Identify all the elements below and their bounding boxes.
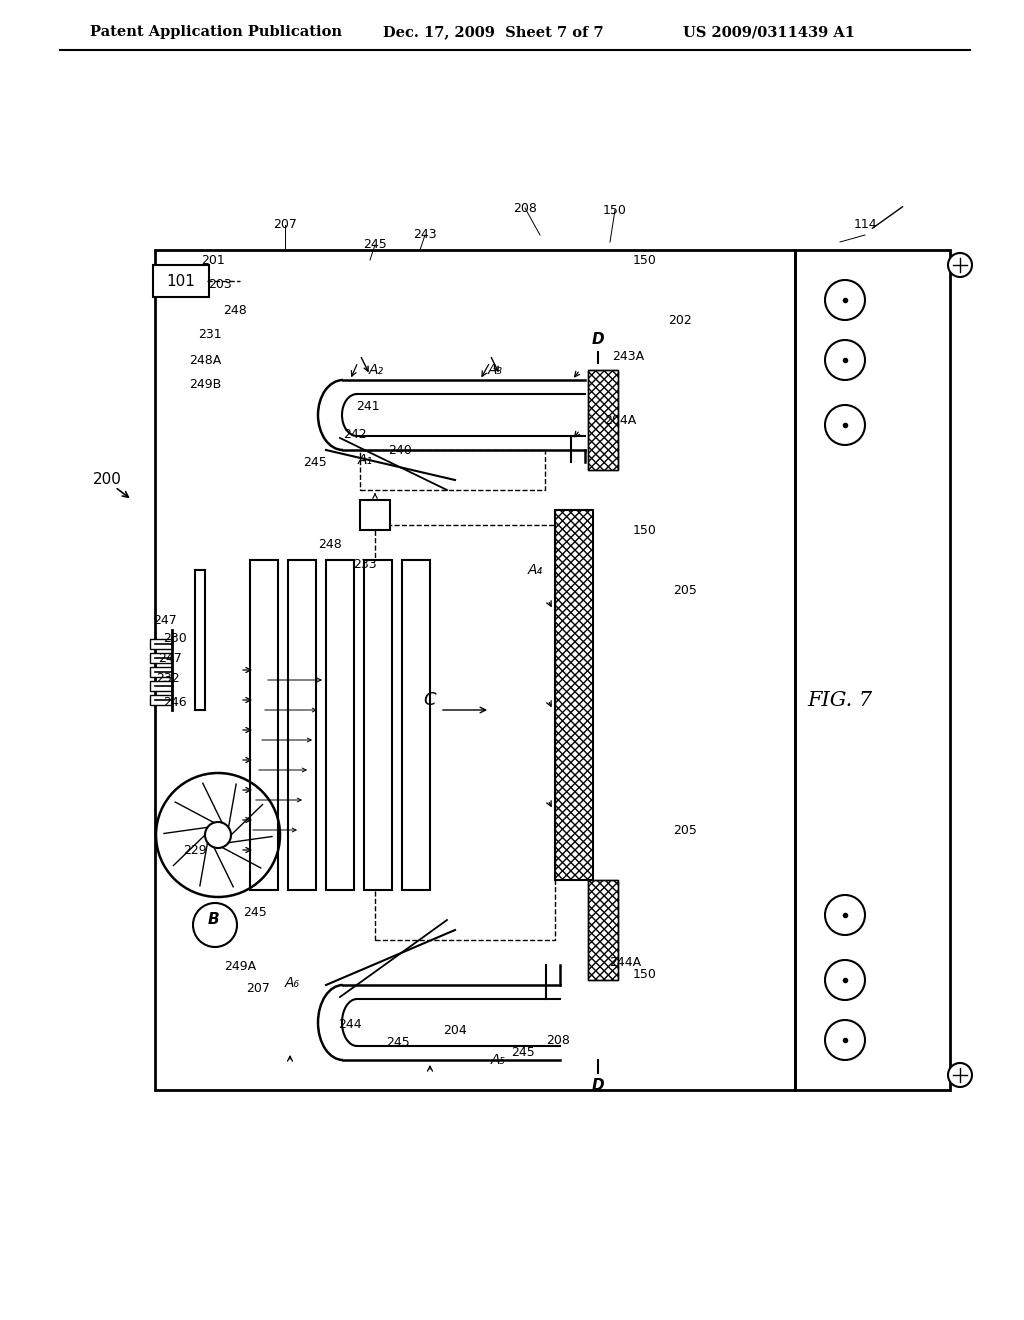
Text: 246: 246 xyxy=(163,696,186,709)
Bar xyxy=(150,639,172,649)
Text: 248: 248 xyxy=(223,304,247,317)
Text: 244A: 244A xyxy=(609,956,641,969)
Bar xyxy=(150,653,172,663)
Bar xyxy=(360,500,390,531)
Text: US 2009/0311439 A1: US 2009/0311439 A1 xyxy=(683,25,855,40)
Text: 202: 202 xyxy=(668,314,692,326)
Text: 208: 208 xyxy=(546,1034,570,1047)
Bar xyxy=(150,681,172,690)
Bar xyxy=(250,560,278,890)
Text: 204A: 204A xyxy=(604,413,636,426)
Text: 248: 248 xyxy=(318,539,342,552)
Bar xyxy=(555,510,593,880)
Text: A₁: A₁ xyxy=(357,453,373,467)
Bar xyxy=(326,560,354,890)
Text: 249B: 249B xyxy=(188,379,221,392)
Bar xyxy=(288,560,316,890)
Bar xyxy=(588,370,618,470)
Bar xyxy=(588,880,618,979)
Text: D: D xyxy=(592,333,604,347)
Text: 229: 229 xyxy=(183,843,207,857)
Text: 242: 242 xyxy=(343,429,367,441)
Text: 230: 230 xyxy=(163,631,186,644)
Text: 205: 205 xyxy=(673,824,697,837)
Text: 205: 205 xyxy=(673,583,697,597)
Text: 114: 114 xyxy=(853,219,877,231)
Text: 245: 245 xyxy=(511,1045,535,1059)
Text: 245: 245 xyxy=(364,239,387,252)
Text: 207: 207 xyxy=(273,219,297,231)
Text: 150: 150 xyxy=(633,969,657,982)
Text: D: D xyxy=(592,1077,604,1093)
Bar xyxy=(155,249,795,1090)
Bar xyxy=(375,525,555,940)
FancyBboxPatch shape xyxy=(153,265,209,297)
Text: 245: 245 xyxy=(386,1035,410,1048)
Text: 150: 150 xyxy=(633,524,657,536)
Text: A₅: A₅ xyxy=(490,1053,506,1067)
Text: 101: 101 xyxy=(167,273,196,289)
Text: Dec. 17, 2009  Sheet 7 of 7: Dec. 17, 2009 Sheet 7 of 7 xyxy=(383,25,603,40)
Bar xyxy=(795,249,950,1090)
Text: 247: 247 xyxy=(158,652,182,664)
Text: A₃: A₃ xyxy=(487,363,503,378)
Text: 243: 243 xyxy=(414,228,437,242)
Text: 150: 150 xyxy=(603,203,627,216)
Bar xyxy=(150,667,172,677)
Text: 203: 203 xyxy=(208,279,231,292)
Text: 201: 201 xyxy=(201,253,225,267)
Text: A₆: A₆ xyxy=(285,975,300,990)
Circle shape xyxy=(948,1063,972,1086)
Text: 245: 245 xyxy=(243,906,267,919)
Bar xyxy=(150,696,172,705)
Text: 245: 245 xyxy=(303,455,327,469)
Text: 249A: 249A xyxy=(224,961,256,974)
Text: 207: 207 xyxy=(246,982,270,994)
Bar xyxy=(555,510,593,880)
Text: 231: 231 xyxy=(199,329,222,342)
Text: C: C xyxy=(424,690,436,709)
Text: 243A: 243A xyxy=(612,351,644,363)
Text: A₄: A₄ xyxy=(527,564,543,577)
Text: Patent Application Publication: Patent Application Publication xyxy=(90,25,342,40)
Text: 247: 247 xyxy=(154,614,177,627)
Text: B: B xyxy=(207,912,219,928)
Bar xyxy=(360,450,545,490)
Text: 208: 208 xyxy=(513,202,537,214)
Text: 204: 204 xyxy=(443,1023,467,1036)
Text: 232: 232 xyxy=(157,672,180,685)
Text: 233: 233 xyxy=(353,558,377,572)
Text: 248A: 248A xyxy=(188,354,221,367)
Bar xyxy=(402,560,430,890)
Text: 150: 150 xyxy=(633,253,657,267)
Text: 200: 200 xyxy=(92,473,122,487)
Text: A₂: A₂ xyxy=(369,363,384,378)
Text: 244: 244 xyxy=(338,1019,361,1031)
Bar xyxy=(364,560,392,890)
Text: FIG. 7: FIG. 7 xyxy=(808,690,872,710)
Bar xyxy=(588,370,618,470)
Text: 241: 241 xyxy=(356,400,380,413)
Text: 240: 240 xyxy=(388,444,412,457)
Bar xyxy=(588,880,618,979)
Circle shape xyxy=(948,253,972,277)
